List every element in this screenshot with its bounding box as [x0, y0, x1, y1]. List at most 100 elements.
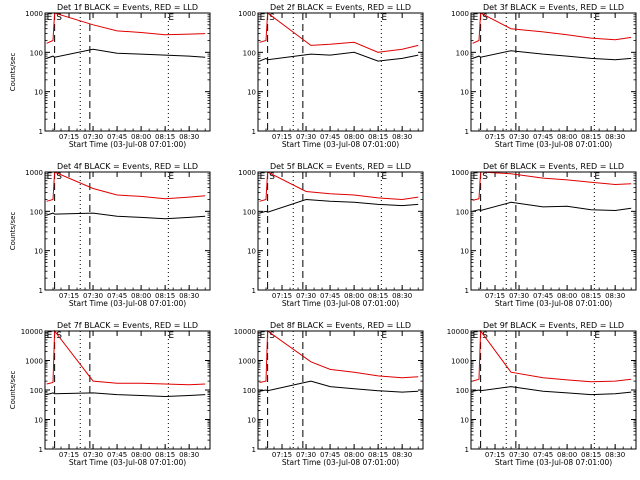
x-tick-label: 07:45 — [107, 133, 127, 141]
x-tick-label: 08:30 — [392, 451, 412, 459]
event-marker-label: S — [56, 13, 62, 23]
event-marker-label: E — [47, 331, 53, 341]
event-marker-label: S — [56, 172, 62, 182]
plot-frame — [44, 171, 211, 291]
x-tick-label: 08:30 — [605, 451, 625, 459]
x-tick-label: 07:15 — [485, 133, 505, 141]
event-marker-label: S — [269, 331, 275, 341]
x-axis-label: Start Time (03-Jul-08 07:01:00) — [282, 299, 399, 308]
chart-panel: Det 6f BLACK = Events, RED = LLD 1 10 100 10… — [451, 162, 637, 308]
series-line — [46, 212, 206, 220]
y-tick-label: 10000 — [234, 328, 256, 336]
y-tick-label: 10 — [247, 248, 256, 256]
chart-panel: Det 4f BLACK = Events, RED = LLD Counts/s… — [9, 162, 211, 308]
x-tick-label: 08:00 — [344, 451, 364, 459]
y-tick-label: 1 — [39, 287, 43, 295]
x-tick-label: 08:30 — [179, 292, 199, 300]
x-tick-label: 07:45 — [533, 292, 553, 300]
y-tick-label: 1000 — [25, 169, 43, 177]
x-tick-label: 07:30 — [296, 451, 316, 459]
plot-frame — [470, 171, 637, 291]
chart-title: Det 5f BLACK = Events, RED = LLD — [270, 162, 411, 171]
y-tick-label: 100 — [456, 49, 469, 57]
y-tick-label: 10 — [34, 248, 43, 256]
x-tick-label: 07:45 — [320, 292, 340, 300]
x-tick-label: 08:15 — [368, 451, 388, 459]
x-axis-label: Start Time (03-Jul-08 07:01:00) — [495, 458, 612, 467]
event-marker-label: S — [482, 172, 488, 182]
x-axis-label: Start Time (03-Jul-08 07:01:00) — [69, 140, 186, 149]
chart-title: Det 1f BLACK = Events, RED = LLD — [57, 3, 198, 12]
series-line — [259, 330, 419, 383]
x-tick-label: 07:30 — [296, 292, 316, 300]
series-line — [472, 329, 632, 383]
x-tick-label: 07:45 — [533, 133, 553, 141]
x-axis-label: Start Time (03-Jul-08 07:01:00) — [495, 299, 612, 308]
series-line — [472, 386, 632, 396]
y-tick-label: 1000 — [451, 358, 469, 366]
series-line — [259, 51, 419, 62]
y-tick-label: 10 — [247, 417, 256, 425]
event-marker-label: E — [260, 13, 266, 23]
x-tick-label: 07:30 — [296, 133, 316, 141]
plot-frame — [470, 330, 637, 450]
x-tick-label: 08:30 — [392, 292, 412, 300]
x-tick-label: 08:00 — [131, 133, 151, 141]
y-tick-label: 1 — [39, 128, 43, 136]
series-line — [259, 12, 419, 53]
y-tick-label: 1000 — [451, 10, 469, 18]
y-tick-label: 100 — [243, 208, 256, 216]
y-tick-label: 1 — [252, 128, 256, 136]
x-axis-label: Start Time (03-Jul-08 07:01:00) — [495, 140, 612, 149]
series-line — [46, 12, 206, 44]
x-tick-label: 08:30 — [179, 451, 199, 459]
event-marker-label: E — [260, 331, 266, 341]
chart-panel: Det 3f BLACK = Events, RED = LLD 1 10 100 10… — [451, 3, 637, 149]
x-tick-label: 07:45 — [320, 451, 340, 459]
x-tick-label: 08:00 — [557, 292, 577, 300]
series-line — [259, 380, 419, 393]
x-tick-label: 07:15 — [272, 133, 292, 141]
event-marker-label: S — [269, 13, 275, 23]
x-tick-label: 08:30 — [605, 133, 625, 141]
chart-panel: Det 5f BLACK = Events, RED = LLD 1 10 100 10… — [238, 162, 424, 308]
chart-panel: Det 9f BLACK = Events, RED = LLD 1 10 100 10… — [447, 321, 637, 467]
event-marker-label: E — [47, 172, 53, 182]
plot-frame — [44, 330, 211, 450]
plot-frame — [257, 171, 424, 291]
x-tick-label: 07:15 — [272, 451, 292, 459]
y-tick-label: 1000 — [238, 169, 256, 177]
chart-title: Det 9f BLACK = Events, RED = LLD — [483, 321, 624, 330]
x-tick-label: 07:15 — [59, 451, 79, 459]
x-tick-label: 07:15 — [485, 292, 505, 300]
x-tick-label: 07:45 — [320, 133, 340, 141]
y-tick-label: 1000 — [25, 10, 43, 18]
y-axis-label: Counts/sec — [9, 212, 17, 251]
y-tick-label: 1 — [465, 287, 469, 295]
x-tick-label: 07:15 — [59, 133, 79, 141]
y-tick-label: 1 — [252, 446, 256, 454]
y-tick-label: 10000 — [21, 328, 43, 336]
x-tick-label: 08:15 — [581, 292, 601, 300]
event-marker-label: E — [473, 13, 479, 23]
y-tick-label: 100 — [243, 49, 256, 57]
event-marker-label: E — [168, 13, 174, 23]
y-tick-label: 10 — [460, 248, 469, 256]
x-tick-label: 08:15 — [155, 451, 175, 459]
chart-title: Det 7f BLACK = Events, RED = LLD — [57, 321, 198, 330]
event-marker-label: S — [482, 331, 488, 341]
y-tick-label: 1000 — [238, 358, 256, 366]
event-marker-label: E — [260, 172, 266, 182]
series-line — [259, 198, 419, 214]
plot-frame — [470, 12, 637, 132]
y-tick-label: 100 — [456, 387, 469, 395]
series-line — [46, 392, 206, 398]
event-marker-label: E — [168, 331, 174, 341]
y-tick-label: 100 — [30, 208, 43, 216]
x-tick-label: 08:00 — [344, 292, 364, 300]
x-tick-label: 08:00 — [557, 451, 577, 459]
x-tick-label: 07:45 — [107, 292, 127, 300]
x-tick-label: 07:30 — [509, 292, 529, 300]
event-marker-label: E — [47, 13, 53, 23]
